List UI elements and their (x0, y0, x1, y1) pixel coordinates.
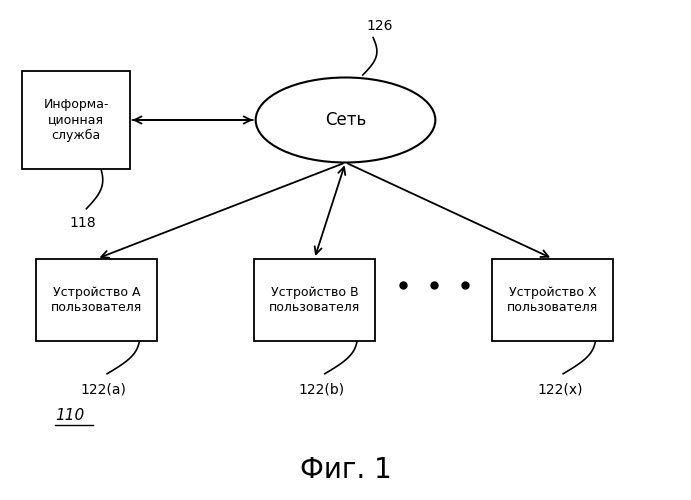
FancyBboxPatch shape (254, 259, 375, 341)
FancyBboxPatch shape (22, 72, 129, 169)
FancyBboxPatch shape (37, 259, 158, 341)
Text: 118: 118 (70, 216, 96, 230)
Ellipse shape (256, 78, 435, 162)
Text: 110: 110 (55, 408, 84, 422)
Text: Сеть: Сеть (325, 111, 366, 129)
Text: Фиг. 1: Фиг. 1 (300, 456, 391, 484)
Text: 122(b): 122(b) (299, 383, 344, 397)
Text: 122(x): 122(x) (537, 383, 583, 397)
Text: Устройство А
пользователя: Устройство А пользователя (51, 286, 142, 314)
Text: Информа-
ционная
служба: Информа- ционная служба (44, 98, 108, 142)
Text: Устройство В
пользователя: Устройство В пользователя (269, 286, 360, 314)
Text: 122(a): 122(a) (81, 383, 126, 397)
Text: Устройство Х
пользователя: Устройство Х пользователя (507, 286, 598, 314)
FancyBboxPatch shape (492, 259, 613, 341)
Text: 126: 126 (367, 18, 393, 32)
